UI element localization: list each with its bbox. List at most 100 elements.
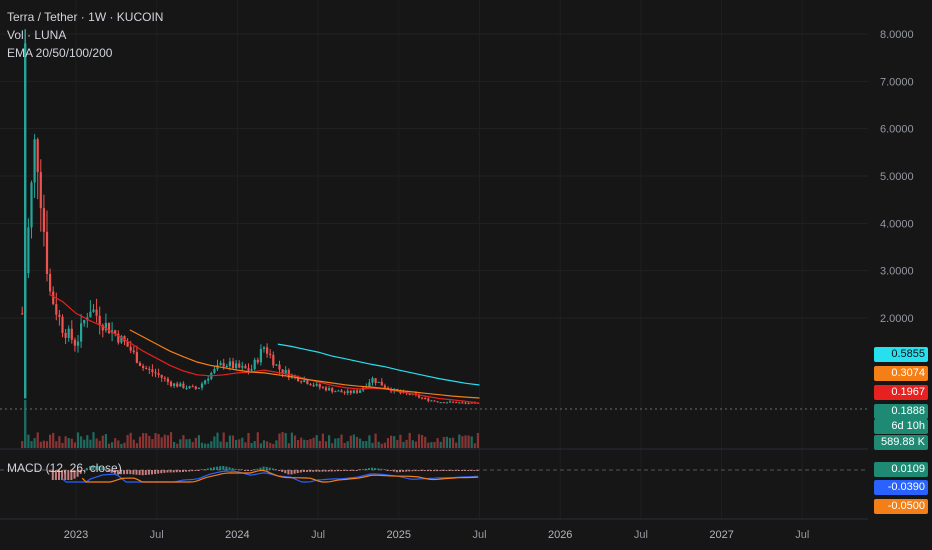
volume-bar [402, 441, 405, 448]
macd-histogram-bar [302, 470, 305, 472]
volume-bar [417, 434, 421, 448]
volume-bar [231, 435, 235, 448]
candle-body [120, 336, 123, 343]
volume-bar [216, 432, 219, 448]
macd-histogram-bar [476, 470, 479, 471]
volume-bar [275, 440, 278, 448]
volume-bar [439, 441, 442, 448]
macd-histogram-bar [120, 470, 122, 475]
price-axis[interactable]: 8.0000 7.0000 6.0000 5.0000 4.0000 3.0000 2.00… [880, 29, 914, 325]
macd-histogram-bar [349, 470, 352, 471]
volume-bar [182, 435, 185, 448]
macd-histogram-bar [374, 468, 377, 470]
candle-body [445, 402, 448, 404]
volume-bar [197, 435, 200, 448]
macd-histogram-bar [191, 470, 194, 472]
volume-bar [334, 438, 337, 448]
macd-histogram-bar [157, 470, 160, 474]
candle-body [380, 381, 383, 386]
volume-bar [213, 436, 216, 448]
macd-histogram-tag: 0.0109 [874, 462, 928, 477]
macd-histogram-bar [92, 466, 95, 470]
candle-body [458, 402, 461, 404]
volume-bar [424, 436, 427, 448]
volume-bar [448, 437, 452, 448]
volume-bar [169, 432, 173, 448]
volume-legend[interactable]: Vol · LUNA [7, 28, 67, 42]
macd-histogram-bar [445, 470, 448, 471]
volume-bar [312, 437, 315, 448]
volume-bar [250, 442, 253, 448]
volume-bar [228, 435, 231, 448]
macd-histogram-bar [423, 470, 426, 472]
volume-bar [408, 432, 411, 448]
time-tick-label: 2024 [225, 529, 249, 541]
volume-bar [349, 435, 352, 448]
volume-bar [61, 442, 64, 448]
candle-body [408, 393, 411, 395]
candle-body [241, 366, 244, 368]
macd-histogram-bar [346, 470, 349, 471]
volume-bar [101, 435, 104, 448]
volume-bar [219, 441, 222, 448]
candle-body [315, 384, 318, 386]
time-tick-label: Jul [311, 529, 325, 541]
candle-body [340, 390, 343, 393]
candle-body [250, 369, 253, 371]
candle-body [328, 388, 331, 391]
candle-body [49, 273, 52, 292]
candle-body [154, 372, 157, 374]
symbol-title[interactable]: Terra / Tether · 1W · KUCOIN [7, 10, 164, 24]
macd-histogram-bar [138, 470, 141, 475]
candle-body [70, 328, 73, 340]
macd-legend[interactable]: MACD (12, 26, close) [7, 461, 122, 475]
macd-histogram-bar [104, 468, 107, 470]
macd-histogram-bar [377, 468, 380, 470]
volume-bar [73, 442, 76, 448]
macd-histogram-bar [293, 470, 296, 474]
ema-line [129, 329, 480, 399]
volume-bar [259, 443, 262, 448]
volume-bar [117, 440, 120, 448]
candle-body [157, 373, 160, 375]
macd-histogram-bar [275, 469, 277, 470]
ema-legend[interactable]: EMA 20/50/100/200 [7, 46, 113, 60]
macd-histogram-bar [355, 470, 358, 471]
volume-bar [80, 436, 83, 448]
price-tick-label: 2.0000 [880, 313, 914, 325]
candle-body [331, 388, 334, 392]
candle-body [349, 390, 352, 393]
macd-histogram-bar [271, 468, 274, 470]
time-axis[interactable]: 2023 Jul 2024 Jul 2025 Jul 2026 Jul 2027 Jul [64, 529, 810, 541]
volume-bar [390, 435, 393, 448]
macd-histogram-bar [144, 470, 147, 476]
macd-histogram-bar [259, 467, 262, 470]
candle-body [262, 347, 266, 349]
candle-body [238, 363, 241, 368]
macd-histogram-bar [309, 470, 312, 472]
candle-body [101, 325, 104, 331]
macd-histogram-bar [101, 466, 104, 470]
macd-histogram-bar [439, 470, 442, 472]
macd-histogram [48, 465, 479, 480]
macd-histogram-bar [172, 470, 175, 473]
macd-histogram-bar [160, 470, 163, 474]
volume-bar [129, 432, 132, 448]
volume-bar [365, 441, 368, 448]
volume-bar [281, 432, 284, 448]
candle-body [36, 139, 39, 173]
macd-histogram-bar [203, 469, 206, 470]
volume-bar [355, 436, 359, 448]
price-tick-label: 7.0000 [880, 76, 914, 88]
candle-body [247, 368, 250, 371]
candle-body [439, 402, 442, 404]
macd-histogram-bar [371, 467, 374, 470]
candle-body [231, 361, 235, 369]
macd-histogram-bar [389, 470, 392, 471]
macd-histogram-bar [318, 470, 321, 472]
volume-bar [24, 400, 27, 448]
volume-bar [241, 437, 244, 448]
macd-histogram-bar [48, 470, 51, 472]
candle-body [135, 352, 138, 363]
